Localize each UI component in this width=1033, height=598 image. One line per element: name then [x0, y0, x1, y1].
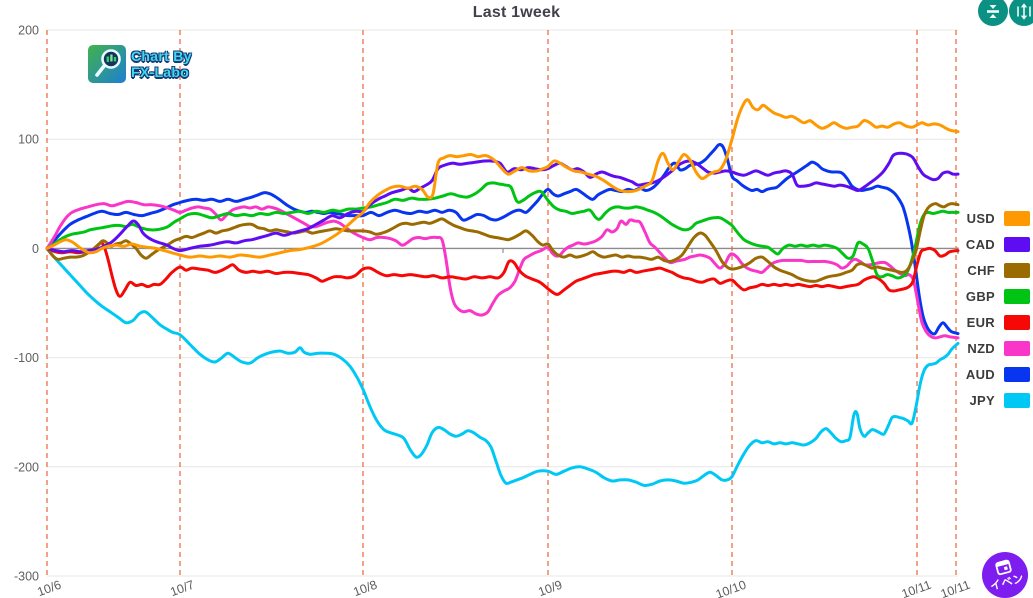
series-jpy-line — [45, 246, 960, 487]
legend-label: AUD — [965, 366, 995, 382]
y-tick-label: -300 — [14, 570, 39, 584]
calendar-icon — [994, 559, 1012, 575]
expand-vertical-icon — [1017, 2, 1031, 20]
legend-item-jpy[interactable]: JPY — [966, 387, 1030, 413]
legend-swatch — [1004, 314, 1030, 330]
x-tick-label: 10/10 — [714, 578, 748, 598]
legend-swatch — [1004, 210, 1030, 226]
legend-swatch — [1004, 392, 1030, 408]
legend-label: JPY — [969, 392, 995, 408]
legend-swatch — [1004, 236, 1030, 252]
legend-label: CHF — [967, 262, 995, 278]
collapse-vertical-icon — [987, 4, 999, 18]
fx-labo-logo-icon — [88, 45, 126, 83]
series-aud-line — [45, 143, 960, 336]
fx-labo-watermark: Chart By FX-Labo — [88, 45, 192, 83]
legend-swatch — [1004, 366, 1030, 382]
x-tick-label: 10/8 — [351, 578, 379, 598]
legend-label: NZD — [967, 340, 995, 356]
legend-label: GBP — [965, 288, 995, 304]
x-tick-label: 10/11 — [900, 578, 933, 598]
series-gbp-line — [45, 181, 960, 280]
watermark-line1: Chart By — [131, 47, 192, 64]
y-tick-label: -100 — [14, 351, 39, 365]
x-tick-label: 10/9 — [536, 578, 564, 598]
watermark-text: Chart By FX-Labo — [131, 48, 192, 80]
x-tick-label: 10/11 — [939, 578, 972, 598]
legend-item-aud[interactable]: AUD — [966, 361, 1030, 387]
legend-label: USD — [966, 210, 995, 226]
event-fab-label: イベン — [988, 571, 1026, 593]
legend-swatch — [1004, 288, 1030, 304]
legend-item-nzd[interactable]: NZD — [966, 335, 1030, 361]
collapse-vertical-button[interactable] — [978, 0, 1008, 26]
legend-item-chf[interactable]: CHF — [966, 257, 1030, 283]
event-fab-button[interactable]: イベン — [982, 552, 1028, 598]
series-nzd-line — [45, 199, 960, 340]
watermark-line2: FX-Labo — [131, 64, 190, 80]
x-tick-label: 10/7 — [168, 578, 196, 598]
series-chf-line — [45, 202, 960, 283]
chart-legend: USD CAD CHF GBP EUR NZD AUD JPY — [966, 205, 1030, 413]
series-usd-line — [45, 98, 960, 259]
legend-label: CAD — [965, 236, 995, 252]
page-title: Last 1week — [472, 4, 561, 21]
x-tick-label: 10/6 — [35, 578, 63, 598]
legend-item-cad[interactable]: CAD — [966, 231, 1030, 257]
y-tick-label: 200 — [18, 24, 39, 38]
series-cad-line — [45, 151, 960, 254]
legend-label: EUR — [966, 314, 995, 330]
legend-item-eur[interactable]: EUR — [966, 309, 1030, 335]
legend-swatch — [1004, 340, 1030, 356]
y-tick-label: -200 — [14, 460, 39, 474]
expand-vertical-button[interactable] — [1009, 0, 1033, 26]
legend-swatch — [1004, 262, 1030, 278]
y-tick-label: 100 — [18, 133, 39, 147]
series-eur-line — [45, 241, 960, 298]
legend-item-gbp[interactable]: GBP — [966, 283, 1030, 309]
legend-item-usd[interactable]: USD — [966, 205, 1030, 231]
y-tick-label: 0 — [32, 242, 39, 256]
